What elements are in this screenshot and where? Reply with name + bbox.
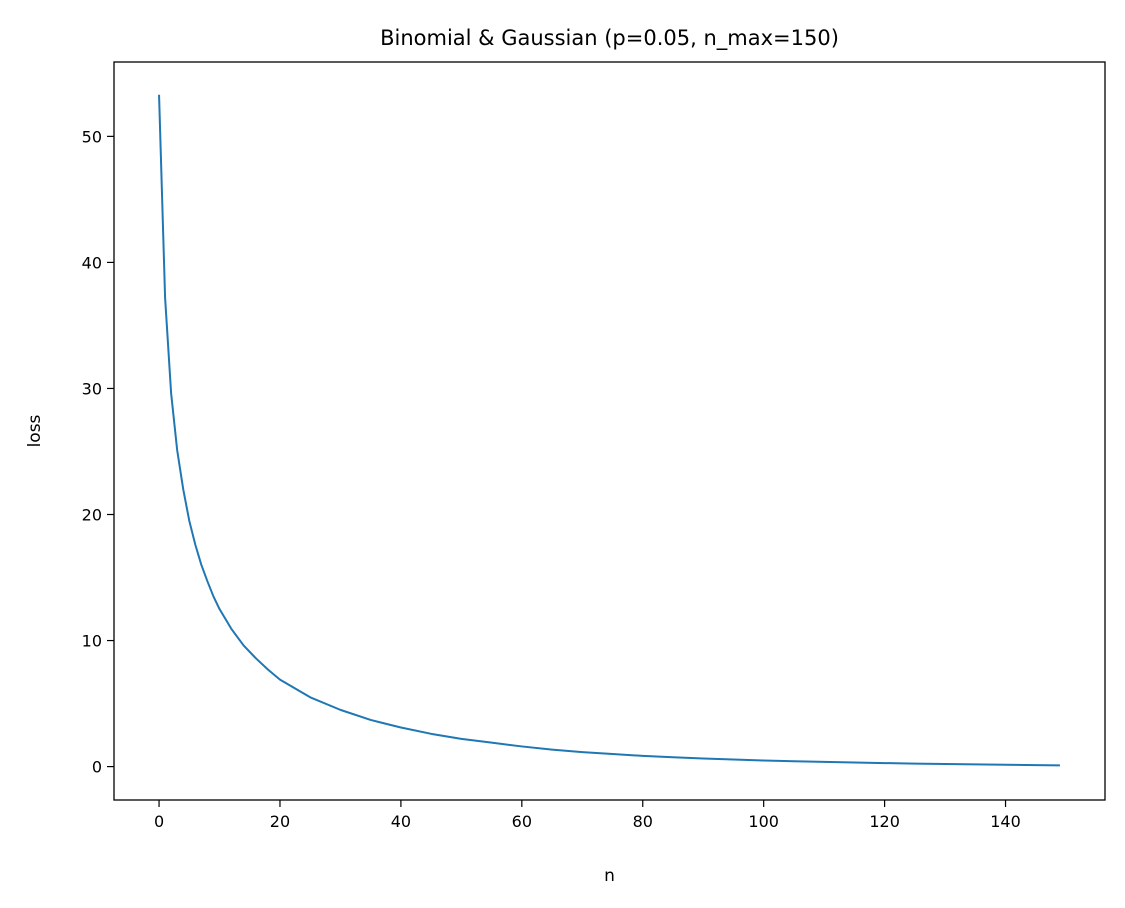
x-tick-label: 140	[990, 812, 1021, 831]
x-tick-label: 100	[748, 812, 779, 831]
x-tick-label: 120	[869, 812, 900, 831]
x-tick-label: 60	[512, 812, 532, 831]
series-line-0	[158, 94, 1060, 767]
x-axis-label: n	[604, 866, 615, 886]
y-tick-label: 50	[82, 127, 102, 146]
y-tick-label: 10	[82, 632, 102, 651]
x-tick-label: 0	[154, 812, 164, 831]
chart-title: Binomial & Gaussian (p=0.05, n_max=150)	[380, 26, 839, 51]
y-axis-label: loss	[25, 414, 45, 447]
axes-background	[114, 62, 1105, 800]
x-tick-label: 40	[391, 812, 411, 831]
y-tick-label: 0	[92, 758, 102, 777]
axes-frame	[113, 61, 1106, 801]
x-tick-label: 80	[633, 812, 653, 831]
y-tick-label: 30	[82, 379, 102, 398]
x-axis-ticks: 0 20 40 60 80 100 120 140	[154, 800, 1021, 831]
series-layer	[158, 94, 1060, 767]
y-axis-ticks: 0 10 20 30 40 50	[82, 127, 114, 777]
plot-area	[113, 61, 1106, 801]
x-tick-label: 20	[270, 812, 290, 831]
y-tick-label: 40	[82, 253, 102, 272]
y-tick-label: 20	[82, 506, 102, 525]
